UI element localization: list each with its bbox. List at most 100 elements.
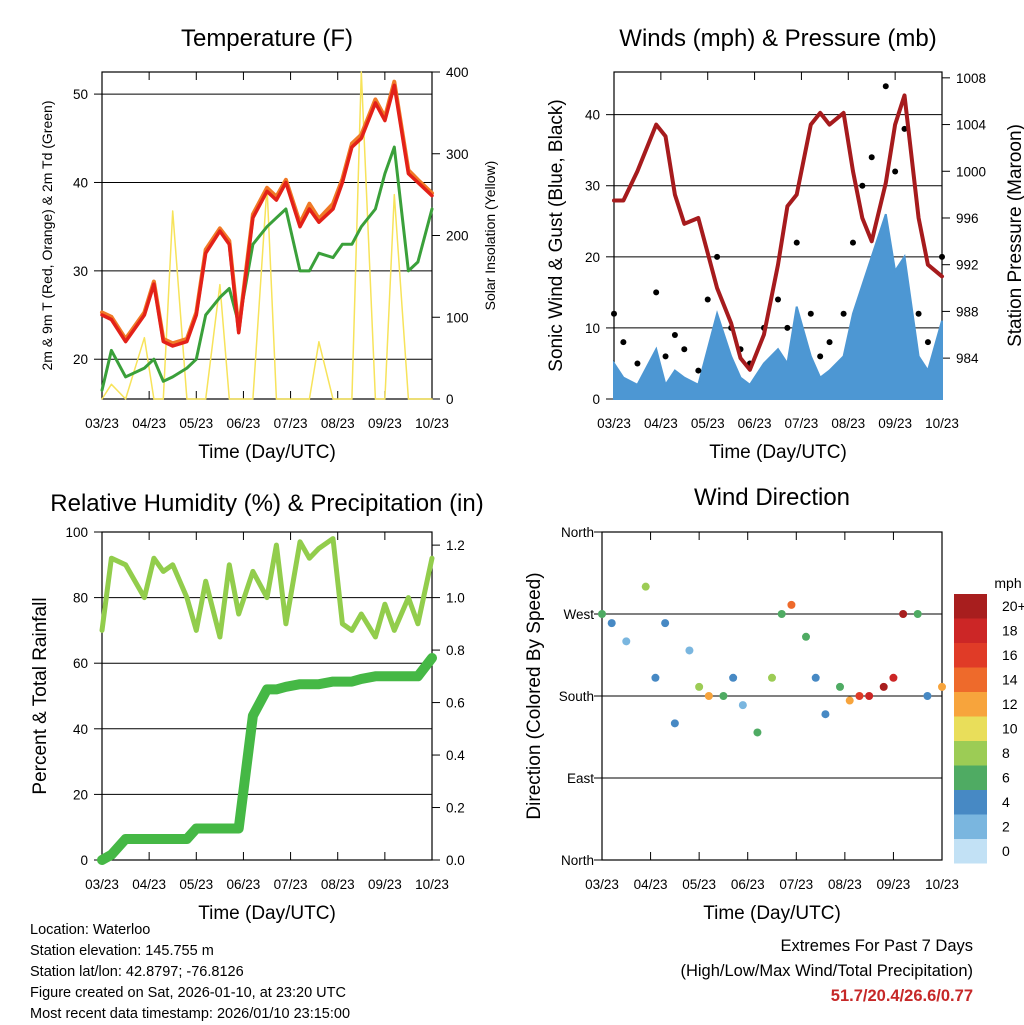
direction-point: [704, 692, 713, 700]
gust-point: [901, 125, 908, 132]
temperature-y-tick-label: 40: [73, 175, 88, 190]
legend-swatch: [954, 741, 987, 766]
humidity-y-tick-label: 60: [73, 656, 88, 671]
temperature-y-tick-label: 30: [73, 264, 88, 279]
gust-point: [611, 310, 617, 317]
winds-y2-tick-label: 992: [956, 258, 979, 273]
winds-y-label: Sonic Wind & Gust (Blue, Black): [546, 99, 567, 371]
direction-x-tick-label: 06/23: [731, 877, 765, 892]
legend-swatch: [954, 667, 987, 692]
direction-point: [670, 719, 679, 728]
dewpoint-line: [100, 145, 434, 392]
direction-x-tick-label: 10/23: [925, 877, 959, 892]
winds-x-tick-label: 04/23: [644, 416, 678, 431]
temperature-x-tick-label: 04/23: [132, 416, 166, 431]
humidity-y-tick-label: 40: [73, 722, 88, 737]
gust-point: [939, 253, 945, 260]
humidity-x-tick-label: 03/23: [85, 877, 119, 892]
legend-label: 16: [1002, 647, 1018, 663]
direction-point: [802, 632, 810, 641]
gust-point: [775, 296, 781, 303]
winds-y2-tick-label: 1000: [956, 164, 986, 179]
gust-point: [882, 83, 889, 90]
humidity-x-label: Time (Day/UTC): [198, 903, 336, 924]
winds-y2-tick-label: 1008: [956, 71, 986, 86]
temperature-x-tick-label: 03/23: [85, 416, 119, 431]
direction-point: [661, 619, 670, 628]
winds-y-tick-label: 0: [592, 392, 600, 407]
extremes-value: 51.7/20.4/26.6/0.77: [830, 987, 973, 1005]
location-text: Location: Waterloo: [30, 922, 151, 938]
temperature-x-tick-label: 09/23: [368, 416, 402, 431]
direction-y-label: Direction (Colored By Speed): [524, 572, 545, 819]
gust-point: [704, 296, 711, 303]
direction-point: [753, 728, 762, 737]
direction-point: [607, 619, 616, 628]
extremes-info: Extremes For Past 7 Days (High/Low/Max W…: [680, 934, 973, 1009]
humidity-title: Relative Humidity (%) & Precipitation (i…: [50, 490, 483, 517]
temp-2m-line: [100, 83, 434, 348]
legend-label: 18: [1002, 623, 1018, 639]
direction-x-tick-label: 07/23: [779, 877, 813, 892]
gust-point: [868, 154, 875, 161]
solar-insolation-line: [101, 71, 433, 400]
legend-label: 8: [1002, 745, 1010, 761]
legend-label: 20+: [1002, 598, 1024, 614]
gust-point: [924, 339, 931, 346]
direction-point: [811, 673, 820, 682]
winds-x-tick-label: 10/23: [925, 416, 959, 431]
temperature-x-label: Time (Day/UTC): [198, 442, 336, 463]
direction-y-tick-label: East: [567, 771, 594, 786]
direction-point: [855, 692, 864, 700]
gust-point: [840, 310, 847, 317]
direction-point: [923, 692, 932, 700]
winds-y2-label: Station Pressure (Maroon): [1005, 124, 1024, 347]
extremes-title: Extremes For Past 7 Days: [780, 937, 973, 955]
legend-label: 6: [1002, 770, 1010, 786]
direction-point: [598, 610, 606, 618]
direction-point: [845, 696, 854, 705]
direction-point: [938, 682, 946, 691]
humidity-x-tick-label: 08/23: [321, 877, 355, 892]
direction-x-tick-label: 05/23: [682, 877, 716, 892]
gust-point: [915, 310, 922, 317]
direction-x-label: Time (Day/UTC): [703, 903, 841, 924]
gust-point: [662, 353, 669, 360]
legend-swatch: [954, 643, 987, 668]
direction-y-tick-label: North: [561, 525, 594, 540]
recent-text: Most recent data timestamp: 2026/01/10 2…: [30, 1006, 351, 1022]
direction-point: [889, 673, 898, 682]
humidity-y2-tick-label: 1.2: [446, 538, 465, 553]
direction-point: [787, 600, 796, 609]
elevation-text: Station elevation: 145.755 m: [30, 943, 214, 959]
direction-point: [768, 673, 776, 682]
humidity-y2-tick-label: 0.4: [446, 748, 465, 763]
temperature-title: Temperature (F): [181, 25, 353, 52]
direction-point: [777, 610, 786, 618]
direction-point: [651, 673, 660, 682]
winds-y-tick-label: 20: [585, 250, 600, 265]
temperature-x-tick-label: 07/23: [274, 416, 308, 431]
direction-point: [641, 582, 650, 591]
gust-point: [620, 339, 627, 346]
extremes-subtitle: (High/Low/Max Wind/Total Precipitation): [680, 962, 973, 980]
gust-point: [653, 289, 660, 296]
gust-point: [892, 168, 899, 175]
winds-x-label: Time (Day/UTC): [709, 442, 847, 463]
humidity-y2-tick-label: 0.6: [446, 696, 465, 711]
legend-label: 12: [1002, 696, 1018, 712]
direction-point: [879, 682, 888, 691]
humidity-x-tick-label: 07/23: [274, 877, 308, 892]
temperature-x-tick-label: 08/23: [321, 416, 355, 431]
temperature-plot-frame: [101, 71, 433, 400]
gust-point: [859, 182, 866, 189]
winds-x-tick-label: 08/23: [831, 416, 865, 431]
direction-point: [913, 610, 922, 618]
humidity-y2-tick-label: 0.8: [446, 643, 465, 658]
humidity-y-tick-label: 100: [65, 525, 88, 540]
temperature-y2-tick-label: 300: [446, 147, 469, 162]
humidity-y-tick-label: 20: [73, 787, 88, 802]
direction-y-tick-label: West: [563, 607, 594, 622]
gust-point: [695, 367, 702, 374]
legend-label: 2: [1002, 819, 1010, 835]
